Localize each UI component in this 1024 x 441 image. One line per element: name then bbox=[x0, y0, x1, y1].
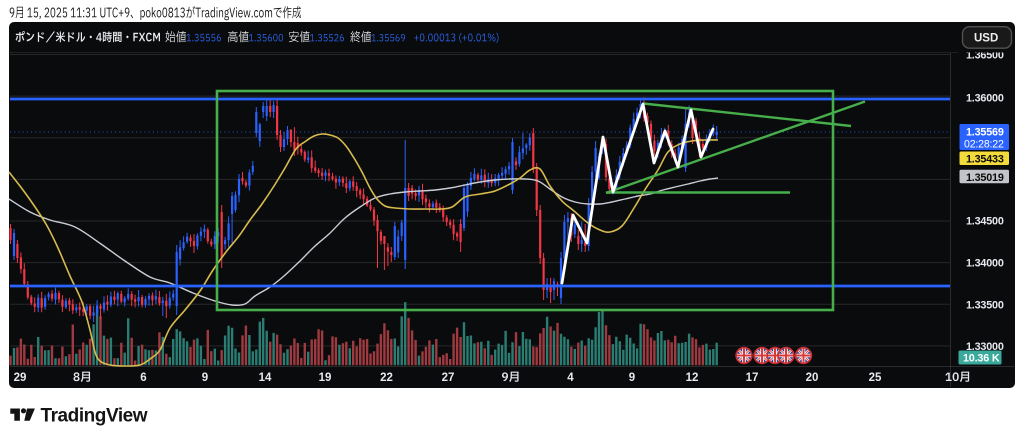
svg-text:02:28:22: 02:28:22 bbox=[964, 139, 1004, 151]
svg-text:9: 9 bbox=[629, 372, 635, 384]
svg-text:10.36 K: 10.36 K bbox=[963, 353, 1000, 365]
svg-text:20: 20 bbox=[806, 372, 819, 384]
svg-text:14: 14 bbox=[259, 372, 272, 384]
svg-text:USD: USD bbox=[974, 33, 998, 45]
svg-text:1.34500: 1.34500 bbox=[966, 216, 1004, 228]
svg-text:17: 17 bbox=[746, 372, 759, 384]
svg-text:27: 27 bbox=[442, 372, 455, 384]
svg-text:6: 6 bbox=[140, 372, 146, 384]
svg-text:1.33000: 1.33000 bbox=[966, 341, 1004, 353]
svg-text:12: 12 bbox=[686, 372, 699, 384]
svg-text:25: 25 bbox=[869, 372, 882, 384]
svg-text:29: 29 bbox=[14, 372, 27, 384]
svg-text:9: 9 bbox=[202, 372, 208, 384]
svg-text:19: 19 bbox=[319, 372, 332, 384]
svg-text:4: 4 bbox=[567, 372, 574, 384]
svg-text:1.36000: 1.36000 bbox=[966, 93, 1004, 105]
svg-text:TradingView: TradingView bbox=[41, 405, 148, 426]
svg-text:1.35569: 1.35569 bbox=[966, 127, 1004, 139]
svg-text:1.34000: 1.34000 bbox=[966, 258, 1004, 270]
svg-text:1.33500: 1.33500 bbox=[966, 300, 1004, 312]
svg-text:22: 22 bbox=[380, 372, 393, 384]
svg-text:1.35019: 1.35019 bbox=[966, 172, 1004, 184]
svg-text:1.35433: 1.35433 bbox=[966, 154, 1004, 166]
